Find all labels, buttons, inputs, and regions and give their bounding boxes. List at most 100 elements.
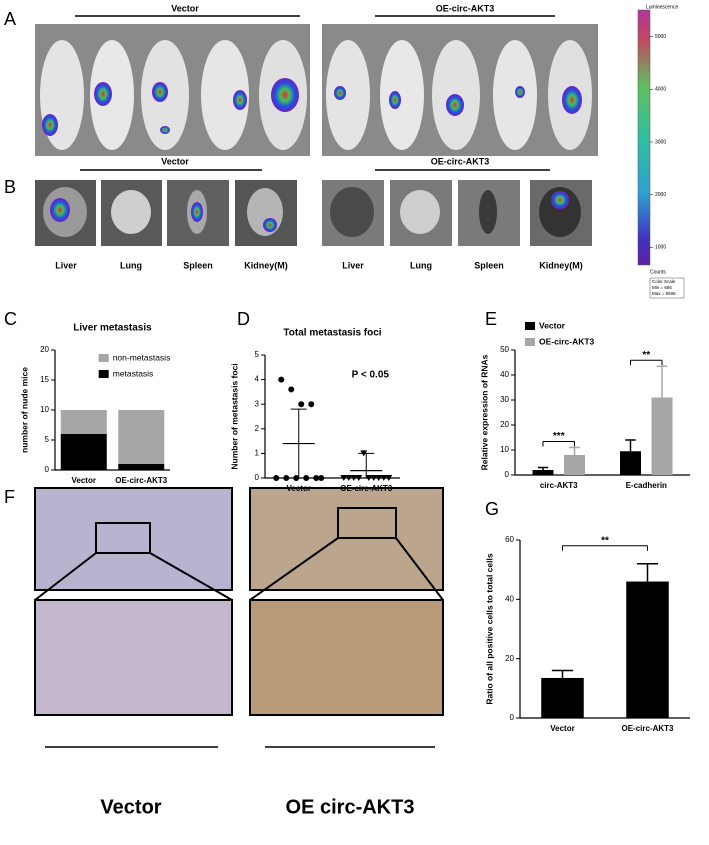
x-tick-label: OE-circ-AKT3 — [340, 484, 393, 493]
y-axis-label: Ratio of all positive cells to total cel… — [484, 553, 494, 704]
x-tick-label: Vector — [72, 476, 96, 485]
legend-swatch — [98, 370, 109, 378]
point — [278, 376, 285, 383]
point — [365, 475, 373, 481]
group-caption: OE circ-AKT3 — [286, 796, 415, 818]
point — [303, 475, 310, 481]
histology-images — [34, 487, 444, 716]
y-tick-label: 0 — [510, 713, 515, 722]
bar — [541, 677, 584, 718]
group-header: Vector — [171, 3, 199, 13]
panel-label: D — [237, 309, 250, 329]
colorbar-tick-label: 5000 — [655, 34, 666, 40]
colorbar-title: Luminescence — [646, 4, 678, 10]
group-caption: Vector — [100, 796, 161, 818]
y-axis-label: Number of metastasis foci — [229, 363, 239, 469]
legend-label: metastasis — [113, 368, 154, 378]
point — [283, 475, 290, 481]
y-tick-label: 15 — [40, 375, 49, 384]
point — [318, 475, 325, 481]
annotation: P < 0.05 — [352, 370, 390, 381]
organ-images — [35, 180, 592, 246]
y-tick-label: 5 — [255, 350, 260, 359]
point — [345, 475, 353, 481]
scale-box-text: Min = 666 — [652, 285, 672, 290]
panel-label: B — [4, 177, 16, 197]
mouse-image — [35, 24, 310, 156]
colorbar-tick-label: 2000 — [655, 192, 666, 198]
scale-box-text: Color Scale — [652, 279, 676, 284]
point — [313, 475, 320, 481]
y-tick-label: 50 — [500, 345, 509, 354]
legend-label: Vector — [539, 320, 566, 330]
y-tick-label: 40 — [505, 594, 514, 603]
bar — [532, 470, 554, 475]
organ-label: Lung — [120, 260, 142, 270]
point — [385, 475, 393, 481]
x-tick-label: E-cadherin — [626, 481, 667, 490]
colorbar-tick-label: 4000 — [655, 87, 666, 93]
y-tick-label: 20 — [500, 420, 509, 429]
y-tick-label: 40 — [500, 370, 509, 379]
y-tick-label: 10 — [40, 405, 49, 414]
point — [273, 475, 280, 481]
colorbar — [637, 9, 651, 266]
point — [293, 475, 300, 481]
organ-label: Spleen — [183, 260, 213, 270]
panel-label: E — [485, 309, 497, 329]
organ-label: Liver — [55, 260, 77, 270]
sig-label: ** — [642, 350, 650, 361]
point — [298, 401, 305, 408]
y-tick-label: 2 — [255, 424, 260, 433]
y-axis-label: Relative expression of RNAs — [479, 354, 489, 470]
x-tick-label: Vector — [287, 484, 311, 493]
x-tick-label: circ-AKT3 — [540, 481, 578, 490]
group-header: Vector — [161, 156, 189, 166]
y-tick-label: 0 — [45, 465, 50, 474]
point — [355, 475, 363, 481]
organ-label: Liver — [342, 260, 364, 270]
y-tick-label: 30 — [500, 395, 509, 404]
organ-label: Spleen — [474, 260, 504, 270]
colorbar-counts: Counts — [650, 269, 666, 275]
legend-swatch — [98, 354, 109, 362]
y-tick-label: 5 — [45, 435, 50, 444]
sig-label: *** — [553, 431, 565, 442]
panel-label: C — [4, 309, 17, 329]
point — [380, 475, 388, 481]
organ-label: Lung — [410, 260, 432, 270]
mouse-image — [322, 24, 598, 156]
legend-label: non-metastasis — [113, 352, 171, 362]
y-tick-label: 4 — [255, 375, 260, 384]
chart-title: Total metastasis foci — [283, 328, 381, 339]
group-header: OE-circ-AKT3 — [436, 3, 495, 13]
scale-box — [649, 277, 685, 299]
bar-segment — [118, 464, 165, 470]
y-tick-label: 3 — [255, 399, 260, 408]
y-tick-label: 0 — [255, 473, 260, 482]
group-header: OE-circ-AKT3 — [431, 156, 490, 166]
organ-label: Kidney(M) — [244, 260, 288, 270]
point — [375, 475, 383, 481]
colorbar-tick-label: 3000 — [655, 139, 666, 145]
y-tick-label: 1 — [255, 449, 260, 458]
bar — [564, 455, 585, 475]
x-tick-label: Vector — [550, 724, 574, 733]
y-tick-label: 0 — [505, 470, 510, 479]
chart-title: Liver metastasis — [73, 323, 152, 334]
scale-box-text: Max = 5506 — [652, 291, 676, 296]
legend-label: OE-circ-AKT3 — [539, 336, 595, 346]
bar — [651, 397, 673, 475]
bar-segment — [118, 410, 165, 464]
bar-segment — [60, 434, 107, 470]
y-tick-label: 60 — [505, 535, 514, 544]
legend-swatch — [525, 338, 535, 346]
legend-swatch — [525, 322, 535, 330]
bar — [626, 581, 669, 718]
point — [308, 401, 315, 408]
x-tick-label: OE-circ-AKT3 — [115, 476, 168, 485]
point — [370, 475, 378, 481]
bar — [620, 451, 641, 475]
panel-label: A — [4, 9, 16, 29]
